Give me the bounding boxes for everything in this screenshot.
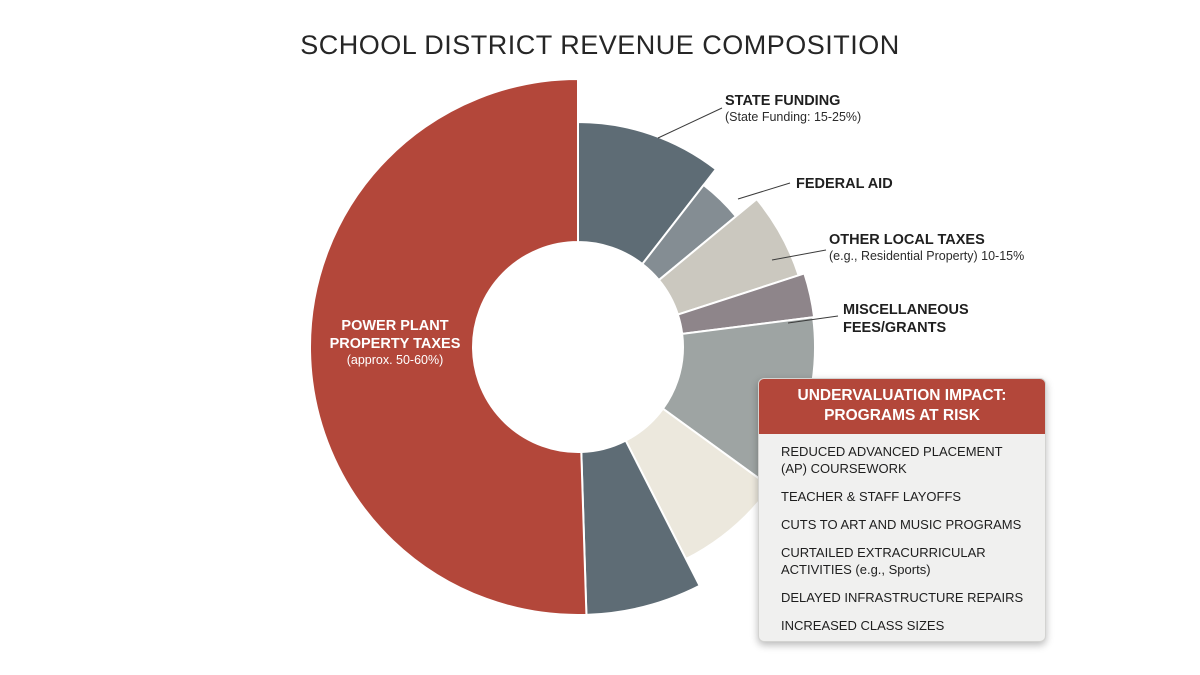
label-state-funding-sub: (State Funding: 15-25%) [725, 110, 862, 125]
risk-item: TEACHER & STAFF LAYOFFS [781, 489, 1033, 505]
risk-item-text: CUTS TO ART AND MUSIC PROGRAMS [781, 517, 1022, 533]
label-power-plant-line2: PROPERTY TAXES [329, 336, 461, 353]
risk-item: CUTS TO ART AND MUSIC PROGRAMS [781, 517, 1033, 533]
label-other-local-head: OTHER LOCAL TAXES [829, 232, 985, 248]
risk-title-line2: PROGRAMS AT RISK [824, 407, 980, 425]
risk-item-text: INCREASED CLASS SIZES [781, 618, 945, 634]
programs-at-risk-list: REDUCED ADVANCED PLACEMENT (AP) COURSEWOR… [759, 434, 1045, 634]
chart-title: SCHOOL DISTRICT REVENUE COMPOSITION [300, 30, 900, 60]
risk-item: DELAYED INFRASTRUCTURE REPAIRS [781, 590, 1033, 606]
risk-item: REDUCED ADVANCED PLACEMENT (AP) COURSEWOR… [781, 444, 1033, 477]
label-state-funding: STATE FUNDING (State Funding: 15-25%) [725, 92, 861, 126]
risk-item-text: REDUCED ADVANCED PLACEMENT [781, 444, 1003, 460]
label-misc-line1: MISCELLANEOUS [843, 302, 969, 318]
leader-line-misc [787, 315, 839, 324]
risk-item: CURTAILED EXTRACURRICULAR ACTIVITIES (e.g… [781, 545, 1033, 578]
risk-item-text: CURTAILED EXTRACURRICULAR [781, 545, 986, 561]
label-federal-aid: FEDERAL AID [796, 175, 893, 193]
slice-power-plant-property-taxes [309, 77, 588, 616]
programs-at-risk-panel: UNDERVALUATION IMPACT: PROGRAMS AT RISK … [758, 378, 1046, 642]
label-power-plant: POWER PLANT PROPERTY TAXES (approx. 50-6… [300, 317, 490, 369]
label-power-plant-sub: (approx. 50-60%) [346, 353, 444, 368]
label-power-plant-line1: POWER PLANT [341, 318, 449, 334]
programs-at-risk-header: UNDERVALUATION IMPACT: PROGRAMS AT RISK [759, 379, 1045, 435]
risk-item: INCREASED CLASS SIZES [781, 618, 1033, 634]
risk-item-text: TEACHER & STAFF LAYOFFS [781, 488, 962, 504]
label-misc-fees: MISCELLANEOUS FEES/GRANTS [843, 301, 969, 337]
risk-item-text: ACTIVITIES (e.g., Sports) [781, 561, 931, 577]
label-federal-aid-head: FEDERAL AID [796, 176, 893, 192]
risk-item-text: (AP) COURSEWORK [781, 460, 907, 476]
risk-title-line1: UNDERVALUATION IMPACT: [797, 387, 1007, 404]
leader-line-other-local [771, 249, 827, 261]
label-other-local-taxes: OTHER LOCAL TAXES (e.g., Residential Pro… [829, 231, 1024, 265]
label-state-funding-head: STATE FUNDING [725, 93, 841, 109]
leader-line-federal [737, 182, 791, 200]
leader-line-state [657, 107, 723, 139]
risk-item-text: DELAYED INFRASTRUCTURE REPAIRS [781, 589, 1024, 605]
label-other-local-sub: (e.g., Residential Property) 10-15% [829, 249, 1025, 264]
slice-state-funding [577, 120, 718, 266]
label-misc-line2: FEES/GRANTS [843, 320, 947, 337]
